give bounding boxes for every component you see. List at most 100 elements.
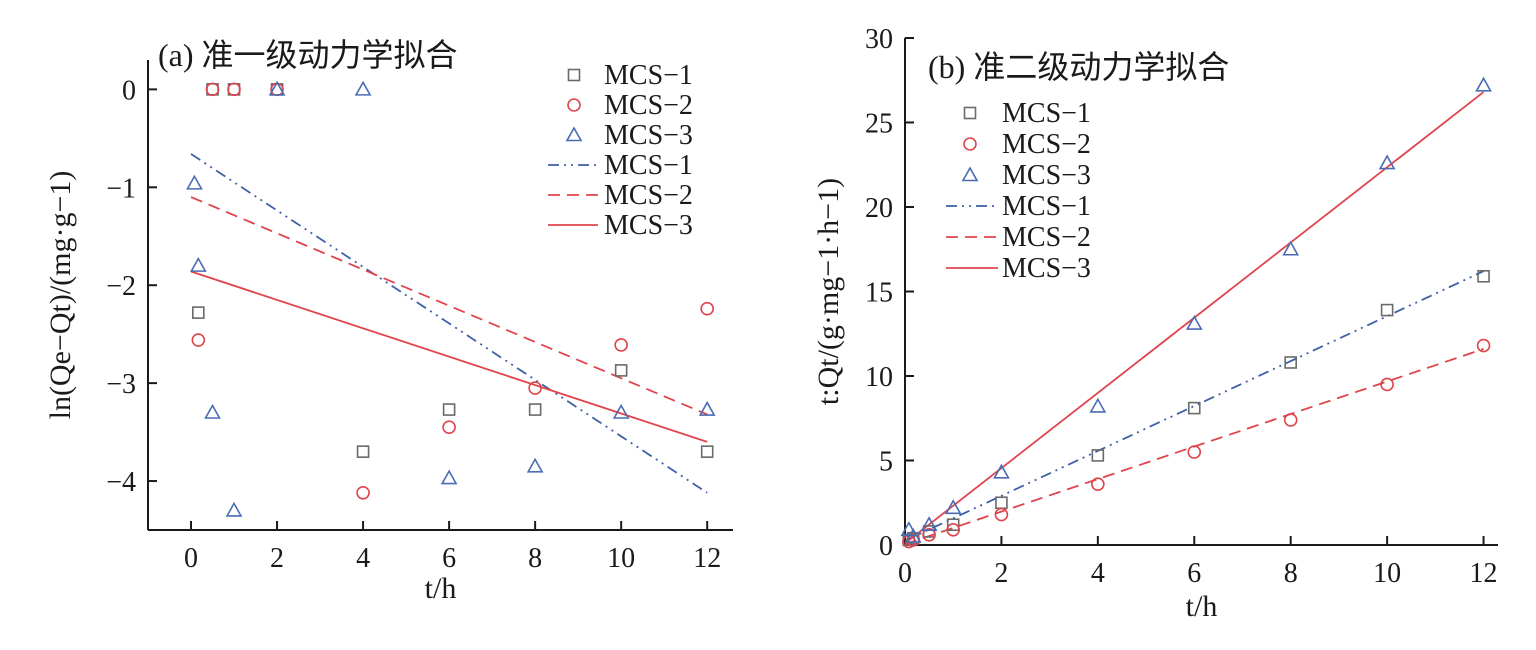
legend-label: MCS−2 bbox=[1002, 222, 1091, 253]
data-point-mcs-1 bbox=[528, 403, 542, 416]
legend-marker-mcs-1 bbox=[963, 106, 977, 120]
legend-label: MCS−1 bbox=[1002, 191, 1091, 222]
data-point-mcs-1 bbox=[614, 364, 628, 377]
data-point-mcs-1 bbox=[946, 518, 960, 532]
x-tick-label: 2 bbox=[270, 543, 284, 574]
legend-label: MCS−3 bbox=[1002, 253, 1091, 284]
data-point-mcs-2 bbox=[700, 301, 714, 316]
legend-marker-mcs-3 bbox=[961, 166, 979, 182]
panel-title: (b) 准二级动力学拟合 bbox=[928, 49, 1229, 85]
chart-panel-b: 0 2 4 6 8 10 12 0 5 10 15 20 25 30 (b) 准二级动力学拟合 t/h t:Qt… bbox=[812, 24, 1498, 623]
data-point-mcs-3 bbox=[1089, 397, 1107, 413]
fit-line-mcs-2 bbox=[190, 196, 708, 416]
data-point-mcs-2 bbox=[442, 420, 456, 434]
x-tick-label: 6 bbox=[442, 543, 456, 574]
fit-line-mcs-3 bbox=[190, 270, 708, 443]
data-point-mcs-2 bbox=[922, 528, 936, 542]
x-tick-label: 8 bbox=[1284, 558, 1298, 589]
series-mcs-2 bbox=[191, 82, 714, 500]
data-point-mcs-3 bbox=[920, 516, 938, 532]
data-point-mcs-3 bbox=[612, 403, 630, 419]
fit-line-mcs-1 bbox=[190, 153, 708, 494]
legend-label: MCS−2 bbox=[604, 180, 693, 211]
y-tick-label: 15 bbox=[865, 278, 893, 309]
data-point-mcs-3 bbox=[1378, 154, 1396, 170]
x-tick-label: 4 bbox=[1091, 558, 1105, 589]
data-point-mcs-2 bbox=[614, 338, 628, 352]
data-point-mcs-3 bbox=[1185, 314, 1203, 330]
y-tick-label: 30 bbox=[865, 24, 893, 55]
y-tick-label: −1 bbox=[106, 173, 136, 204]
data-point-mcs-1 bbox=[442, 403, 456, 416]
data-point-mcs-2 bbox=[205, 82, 220, 97]
chart-panel-a: 0 2 4 6 8 10 12 0 −1 −2 −3 −4 (a) 准一级动力学拟合 t/h ln(Qe−Q… bbox=[44, 37, 733, 605]
data-point-mcs-3 bbox=[354, 80, 372, 96]
data-point-mcs-2 bbox=[191, 333, 206, 347]
data-point-mcs-2 bbox=[1187, 445, 1202, 459]
y-axis-label: ln(Qe−Qt)/(mg·g−1) bbox=[44, 171, 77, 420]
data-point-mcs-3 bbox=[225, 501, 243, 517]
legend-label: MCS−3 bbox=[1002, 160, 1091, 191]
data-point-mcs-1 bbox=[1187, 401, 1201, 415]
series-mcs-3 bbox=[900, 76, 1492, 543]
y-tick-label: 0 bbox=[879, 531, 893, 562]
data-point-mcs-2 bbox=[1283, 413, 1298, 427]
data-point-mcs-2 bbox=[994, 507, 1009, 522]
data-point-mcs-3 bbox=[1282, 240, 1300, 256]
data-point-mcs-3 bbox=[698, 400, 716, 416]
data-point-mcs-2 bbox=[946, 522, 961, 537]
data-point-mcs-2 bbox=[356, 485, 370, 500]
y-tick-label: 25 bbox=[865, 109, 893, 140]
y-tick-label: −3 bbox=[106, 369, 136, 400]
x-tick-label: 10 bbox=[1373, 558, 1401, 589]
data-point-mcs-2 bbox=[1476, 338, 1491, 353]
y-tick-label: −4 bbox=[106, 467, 136, 498]
y-tick-label: 5 bbox=[879, 447, 893, 478]
data-point-mcs-3 bbox=[993, 463, 1010, 479]
legend-label: MCS−1 bbox=[604, 60, 693, 91]
data-point-mcs-3 bbox=[526, 457, 544, 473]
legend-label: MCS−2 bbox=[604, 90, 693, 121]
series-mcs-3 bbox=[186, 80, 716, 517]
data-point-mcs-3 bbox=[944, 499, 962, 515]
x-axis-label: t/h bbox=[1186, 590, 1218, 623]
x-tick-label: 4 bbox=[356, 543, 370, 574]
data-point-mcs-1 bbox=[192, 306, 205, 319]
series-mcs-2 bbox=[902, 338, 1491, 549]
data-point-mcs-1 bbox=[1284, 356, 1297, 369]
data-point-mcs-3 bbox=[268, 80, 286, 96]
fit-line-mcs-1 bbox=[904, 270, 1484, 542]
y-tick-label: −2 bbox=[106, 271, 136, 302]
y-axis-label: t:Qt/(g·mg−1·h−1) bbox=[812, 178, 845, 405]
x-tick-label: 8 bbox=[528, 543, 542, 574]
data-point-mcs-3 bbox=[1475, 76, 1492, 92]
data-point-mcs-3 bbox=[186, 174, 203, 190]
data-point-mcs-2 bbox=[227, 82, 241, 97]
data-point-mcs-1 bbox=[356, 445, 370, 458]
y-tick-label: 0 bbox=[122, 75, 136, 106]
legend-label: MCS−1 bbox=[604, 150, 693, 181]
panel-title: (a) 准一级动力学拟合 bbox=[158, 37, 458, 73]
data-point-mcs-2 bbox=[1380, 377, 1394, 392]
data-point-mcs-2 bbox=[1091, 477, 1105, 491]
legend-label: MCS−3 bbox=[604, 120, 693, 151]
legend-marker-mcs-3 bbox=[565, 126, 583, 142]
legend-label: MCS−2 bbox=[1002, 129, 1091, 160]
legend-marker-mcs-2 bbox=[567, 98, 581, 112]
x-axis-label: t/h bbox=[425, 572, 457, 605]
data-point-mcs-1 bbox=[1380, 303, 1394, 317]
series-mcs-1 bbox=[902, 269, 1490, 547]
legend-marker-mcs-1 bbox=[567, 68, 581, 82]
x-tick-label: 10 bbox=[607, 543, 635, 574]
legend-marker-mcs-2 bbox=[963, 137, 977, 151]
x-tick-label: 12 bbox=[1470, 558, 1498, 589]
y-tick-label: 10 bbox=[865, 362, 893, 393]
data-point-mcs-2 bbox=[528, 381, 542, 395]
data-point-mcs-1 bbox=[995, 496, 1008, 510]
data-point-mcs-1 bbox=[1477, 269, 1490, 283]
data-point-mcs-3 bbox=[440, 469, 458, 485]
y-tick-label: 20 bbox=[865, 193, 893, 224]
x-tick-label: 12 bbox=[693, 543, 721, 574]
